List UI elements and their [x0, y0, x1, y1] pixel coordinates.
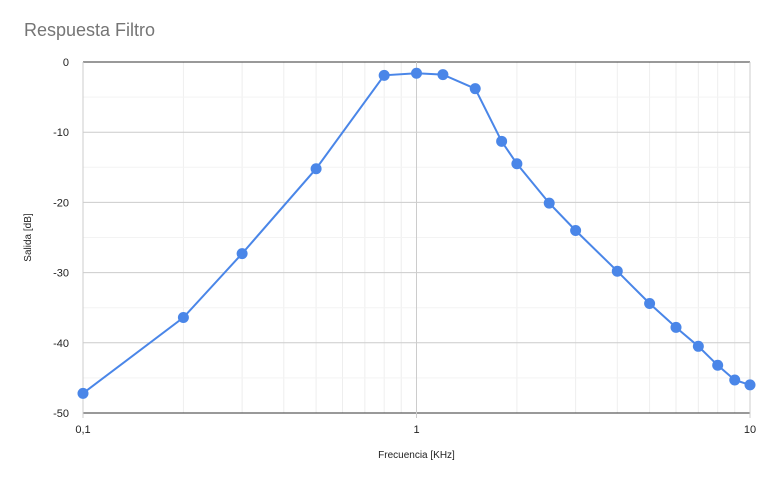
- x-tick-label: 1: [413, 424, 419, 436]
- data-point: [712, 359, 724, 371]
- x-tick-label: 0,1: [75, 424, 90, 436]
- y-tick-label: -10: [53, 127, 69, 139]
- data-point: [177, 312, 189, 324]
- data-point: [496, 135, 508, 147]
- data-point: [644, 297, 656, 309]
- data-point: [670, 321, 682, 333]
- data-point: [570, 224, 582, 236]
- y-axis-label: Salida [dB]: [23, 213, 34, 262]
- data-point: [729, 374, 741, 386]
- y-tick-label: -30: [53, 268, 69, 280]
- chart-title: Respuesta Filtro: [24, 20, 156, 40]
- y-tick-label: -20: [53, 197, 69, 209]
- data-point: [77, 387, 89, 399]
- y-tick-label: -40: [53, 338, 69, 350]
- x-axis-label: Frecuencia [KHz]: [378, 450, 455, 461]
- data-points: [77, 67, 756, 399]
- data-point: [378, 69, 390, 81]
- data-point: [437, 69, 449, 81]
- data-point: [411, 67, 422, 79]
- data-point: [744, 379, 756, 391]
- x-tick-label: 10: [744, 424, 756, 436]
- data-point: [692, 340, 704, 352]
- x-axis-ticks: 0,1 1 10: [75, 424, 756, 436]
- data-point: [611, 265, 623, 277]
- data-point: [511, 158, 523, 170]
- data-point: [469, 83, 481, 95]
- data-point: [310, 163, 322, 175]
- data-point: [543, 197, 555, 209]
- major-gridlines: [82, 61, 751, 418]
- y-tick-label: 0: [63, 57, 69, 69]
- y-tick-label: -50: [53, 408, 69, 420]
- data-point: [236, 248, 248, 260]
- y-axis-ticks: 0 -10 -20 -30 -40 -50: [53, 57, 69, 420]
